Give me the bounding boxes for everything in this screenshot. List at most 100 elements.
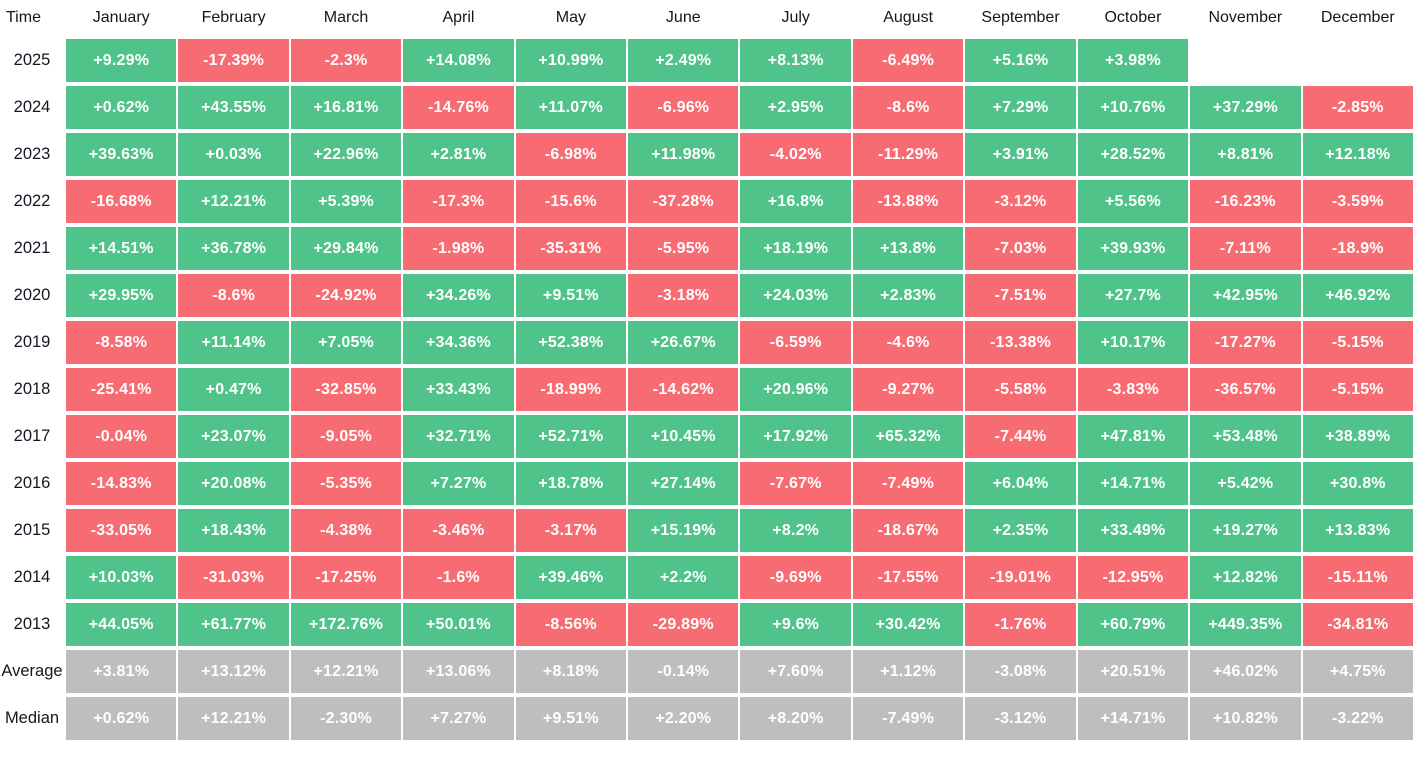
return-cell: +10.99%	[515, 39, 627, 82]
return-cell: +17.92%	[740, 415, 851, 458]
return-cell: +37.29%	[1190, 86, 1301, 129]
return-cell: +9.51%	[515, 274, 627, 317]
return-cell: +27.14%	[628, 462, 739, 505]
return-cell: +14.51%	[66, 227, 177, 270]
return-cell: +4.75%	[1302, 650, 1413, 693]
return-cell: -0.04%	[66, 415, 177, 458]
return-cell: +65.32%	[852, 415, 964, 458]
month-column-header: April	[442, 8, 475, 26]
return-cell: -18.67%	[852, 509, 964, 552]
return-cell: -14.76%	[403, 86, 514, 129]
return-cell: -1.76%	[965, 603, 1076, 646]
return-cell: +8.2%	[740, 509, 851, 552]
return-cell: +5.56%	[1077, 180, 1189, 223]
return-cell: -3.12%	[965, 180, 1076, 223]
month-column-header: October	[1104, 8, 1162, 26]
return-cell: -9.05%	[290, 415, 402, 458]
return-cell: +29.95%	[66, 274, 177, 317]
return-cell: -16.68%	[66, 180, 177, 223]
return-cell: +39.93%	[1077, 227, 1189, 270]
return-cell: +20.96%	[740, 368, 851, 411]
return-cell: +23.07%	[178, 415, 289, 458]
return-cell: +2.49%	[628, 39, 739, 82]
return-cell: +18.78%	[515, 462, 627, 505]
return-cell: +13.06%	[403, 650, 514, 693]
return-cell: -5.35%	[290, 462, 402, 505]
return-cell: -3.18%	[628, 274, 739, 317]
return-cell: -13.38%	[965, 321, 1076, 364]
return-cell: -8.56%	[515, 603, 627, 646]
return-cell: +11.14%	[178, 321, 289, 364]
return-cell: +38.89%	[1302, 415, 1413, 458]
return-cell: +34.36%	[403, 321, 514, 364]
return-cell: -8.58%	[66, 321, 177, 364]
month-column-header: June	[665, 8, 701, 26]
return-cell: -11.29%	[852, 133, 964, 176]
return-cell: +29.84%	[290, 227, 402, 270]
return-cell: +33.43%	[403, 368, 514, 411]
return-cell: +60.79%	[1077, 603, 1189, 646]
return-cell: +13.12%	[178, 650, 289, 693]
row-label: 2023	[13, 145, 51, 163]
return-cell: +2.35%	[965, 509, 1076, 552]
return-cell: +2.2%	[628, 556, 739, 599]
return-cell: +7.60%	[740, 650, 851, 693]
return-cell: -16.23%	[1190, 180, 1301, 223]
return-cell: -2.30%	[290, 697, 402, 740]
return-cell: -17.25%	[290, 556, 402, 599]
return-cell: -4.6%	[852, 321, 964, 364]
return-cell: +8.13%	[740, 39, 851, 82]
return-cell: +14.08%	[403, 39, 514, 82]
return-cell: -3.59%	[1302, 180, 1413, 223]
return-cell: +10.76%	[1077, 86, 1189, 129]
return-cell: -18.99%	[515, 368, 627, 411]
return-cell: +13.8%	[852, 227, 964, 270]
return-cell: -6.98%	[515, 133, 627, 176]
return-cell: -5.95%	[628, 227, 739, 270]
return-cell: +2.95%	[740, 86, 851, 129]
return-cell: -12.95%	[1077, 556, 1189, 599]
return-cell: +24.03%	[740, 274, 851, 317]
return-cell: -15.11%	[1302, 556, 1413, 599]
month-column-header: May	[555, 8, 586, 26]
return-cell: +46.02%	[1190, 650, 1301, 693]
return-cell: -17.3%	[403, 180, 514, 223]
return-cell: +20.08%	[178, 462, 289, 505]
return-cell: +16.81%	[290, 86, 402, 129]
row-label: 2014	[13, 568, 51, 586]
return-cell: -6.96%	[628, 86, 739, 129]
return-cell: +2.20%	[628, 697, 739, 740]
empty-cell	[1190, 39, 1300, 82]
return-cell: +44.05%	[66, 603, 177, 646]
return-cell: -31.03%	[178, 556, 289, 599]
row-label: Average	[1, 662, 63, 680]
return-cell: -13.88%	[852, 180, 964, 223]
return-cell: +32.71%	[403, 415, 514, 458]
return-cell: +11.98%	[628, 133, 739, 176]
return-cell: +39.63%	[66, 133, 177, 176]
return-cell: -5.58%	[965, 368, 1076, 411]
month-column-header: August	[883, 8, 934, 26]
row-label: Median	[4, 709, 60, 727]
return-cell: +5.39%	[290, 180, 402, 223]
return-cell: -36.57%	[1190, 368, 1301, 411]
return-cell: -6.49%	[852, 39, 964, 82]
return-cell: +27.7%	[1077, 274, 1189, 317]
return-cell: -19.01%	[965, 556, 1076, 599]
return-cell: +11.07%	[515, 86, 627, 129]
return-cell: +15.19%	[628, 509, 739, 552]
return-cell: +7.27%	[403, 462, 514, 505]
month-column-header: November	[1208, 8, 1283, 26]
return-cell: +47.81%	[1077, 415, 1189, 458]
month-column-header: September	[981, 8, 1060, 26]
month-column-header: December	[1320, 8, 1395, 26]
return-cell: +12.21%	[290, 650, 402, 693]
return-cell: -15.6%	[515, 180, 627, 223]
return-cell: +18.19%	[740, 227, 851, 270]
return-cell: -3.83%	[1077, 368, 1189, 411]
return-cell: -4.02%	[740, 133, 851, 176]
return-cell: +7.27%	[403, 697, 514, 740]
return-cell: -6.59%	[740, 321, 851, 364]
return-cell: -34.81%	[1302, 603, 1413, 646]
